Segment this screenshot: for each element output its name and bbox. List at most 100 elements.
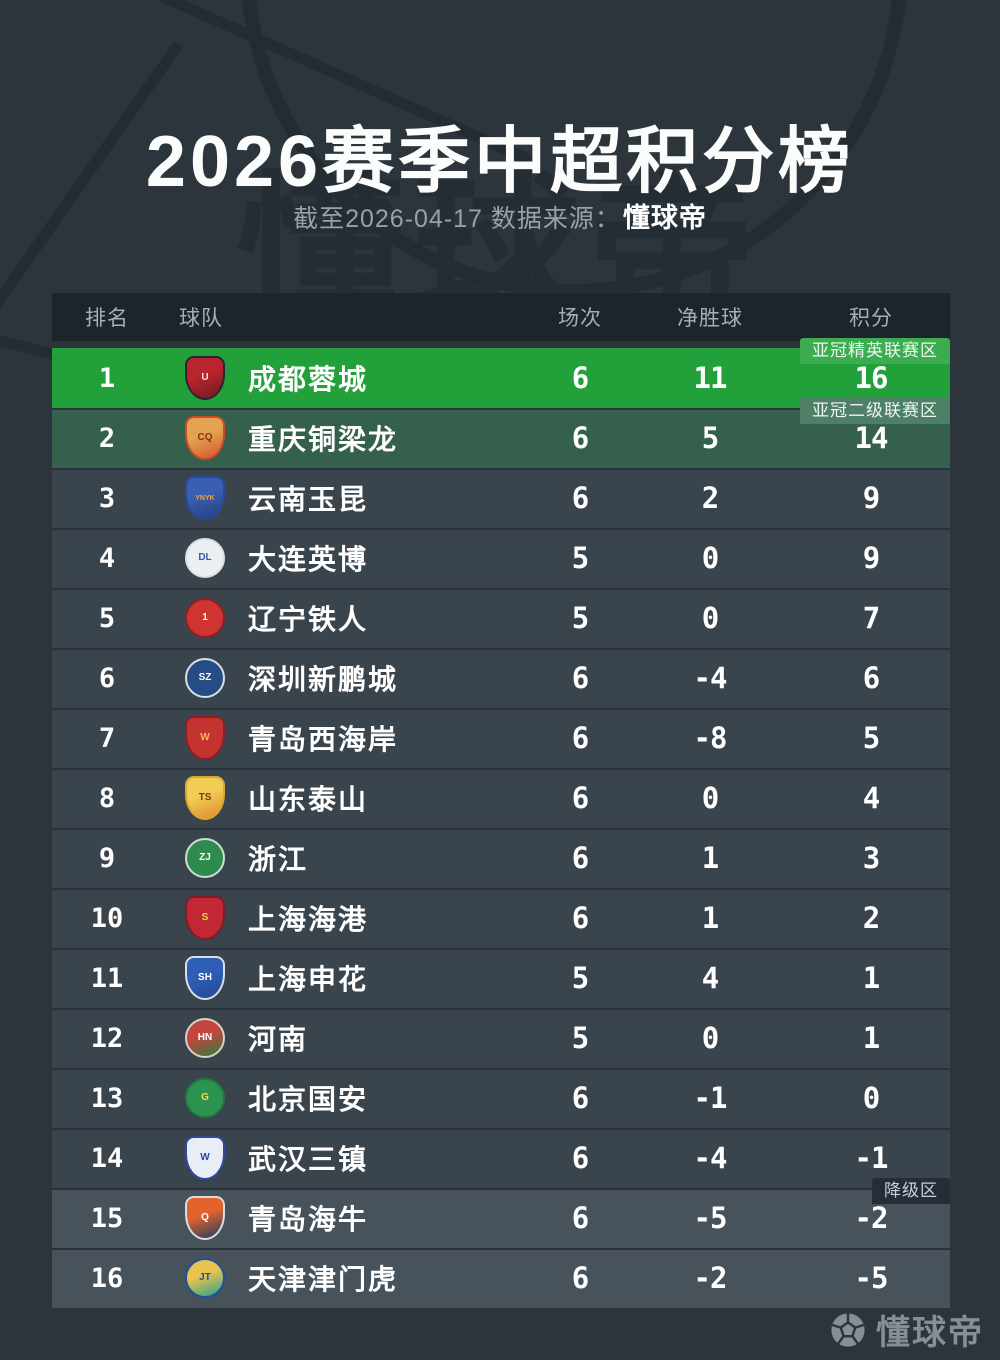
- team-logo-initials: ZJ: [199, 852, 211, 863]
- rank-value: 13: [90, 1082, 124, 1114]
- column-header-rank: 排名: [85, 307, 129, 330]
- team-name: 青岛西海岸: [248, 724, 399, 755]
- team-logo: Q: [185, 1196, 225, 1240]
- team-name: 深圳新鹏城: [248, 664, 399, 695]
- team-logo-initials: CQ: [197, 432, 213, 443]
- team-cell: 1 辽宁铁人: [162, 598, 532, 638]
- points-value: 14: [854, 421, 889, 455]
- team-name: 天津津门虎: [248, 1264, 399, 1295]
- rank-value: 15: [90, 1202, 124, 1234]
- points-value: 1: [862, 961, 880, 995]
- played-value: 6: [571, 661, 589, 695]
- team-cell: W 武汉三镇: [162, 1136, 532, 1180]
- team-logo-initials: SZ: [198, 672, 212, 683]
- team-cell: ZJ 浙江: [162, 838, 532, 878]
- team-logo-initials: W: [200, 732, 210, 743]
- team-cell: U 成都蓉城: [162, 356, 532, 400]
- standings-row: 10 S 上海海港 6 1 2: [52, 888, 950, 948]
- points-value: 1: [862, 1021, 880, 1055]
- rank-value: 8: [98, 782, 116, 814]
- team-logo-initials: Q: [201, 1212, 209, 1223]
- team-name: 武汉三镇: [248, 1144, 369, 1175]
- points-value: 0: [862, 1081, 880, 1115]
- team-cell: Q 青岛海牛: [162, 1196, 532, 1240]
- rank-value: 3: [98, 482, 116, 514]
- team-logo: W: [185, 716, 225, 760]
- team-name: 北京国安: [248, 1084, 369, 1115]
- played-value: 5: [571, 541, 589, 575]
- rank-value: 16: [90, 1262, 124, 1294]
- standings-row: 13 G 北京国安 6 -1 0: [52, 1068, 950, 1128]
- team-cell: DL 大连英博: [162, 538, 532, 578]
- team-cell: HN 河南: [162, 1018, 532, 1058]
- team-logo: DL: [185, 538, 225, 578]
- team-name: 云南玉昆: [248, 484, 369, 515]
- team-logo-initials: 1: [202, 612, 208, 623]
- team-logo-initials: HN: [197, 1032, 213, 1043]
- team-logo-initials: JT: [199, 1272, 211, 1283]
- standings-row: 4 DL 大连英博 5 0 9: [52, 528, 950, 588]
- goal-diff-value: 2: [701, 481, 719, 515]
- standings-row: 12 HN 河南 5 0 1: [52, 1008, 950, 1068]
- goal-diff-value: 1: [701, 901, 719, 935]
- standings-row: 3 YNYK 云南玉昆 6 2 9: [52, 468, 950, 528]
- team-logo: TS: [185, 776, 225, 820]
- column-header-team: 球队: [179, 307, 223, 330]
- column-header-points: 积分: [849, 307, 893, 330]
- rank-value: 2: [98, 422, 116, 454]
- dongqiudi-footer-logo: 懂球帝: [829, 1305, 984, 1354]
- goal-diff-value: -4: [693, 1141, 728, 1175]
- goal-diff-value: -1: [693, 1081, 728, 1115]
- rank-value: 5: [98, 602, 116, 634]
- team-name: 上海海港: [248, 904, 369, 935]
- team-logo: ZJ: [185, 838, 225, 878]
- team-name: 大连英博: [248, 544, 369, 575]
- team-logo: SZ: [185, 658, 225, 698]
- goal-diff-value: 0: [701, 1021, 719, 1055]
- team-logo-initials: S: [201, 912, 209, 923]
- played-value: 6: [571, 361, 589, 395]
- team-logo-initials: TS: [198, 792, 212, 803]
- team-name: 浙江: [248, 844, 309, 875]
- standings-row: 14 W 武汉三镇 6 -4 -1: [52, 1128, 950, 1188]
- rank-value: 11: [90, 962, 124, 994]
- table-header: 排名 球队 场次 净胜球 积分: [52, 293, 950, 341]
- team-cell: S 上海海港: [162, 896, 532, 940]
- goal-diff-value: -5: [693, 1201, 728, 1235]
- zone-badge: 亚冠精英联赛区: [800, 338, 950, 364]
- team-cell: G 北京国安: [162, 1078, 532, 1118]
- team-logo: CQ: [185, 416, 225, 460]
- subtitle-date-source: 截至2026-04-17 数据来源：: [293, 205, 621, 233]
- team-logo: 1: [185, 598, 225, 638]
- team-logo: W: [185, 1136, 225, 1180]
- played-value: 6: [571, 421, 589, 455]
- team-logo: U: [185, 356, 225, 400]
- standings-row: 6 SZ 深圳新鹏城 6 -4 6: [52, 648, 950, 708]
- goal-diff-value: 11: [693, 361, 728, 395]
- standings-row: 亚冠二级联赛区 2 CQ 重庆铜梁龙 6 5 14: [52, 398, 950, 468]
- team-cell: YNYK 云南玉昆: [162, 476, 532, 520]
- goal-diff-value: 0: [701, 541, 719, 575]
- played-value: 6: [571, 901, 589, 935]
- team-name: 山东泰山: [248, 784, 369, 815]
- team-cell: CQ 重庆铜梁龙: [162, 416, 532, 460]
- goal-diff-value: 1: [701, 841, 719, 875]
- team-logo: HN: [185, 1018, 225, 1058]
- goal-diff-value: -2: [693, 1261, 728, 1295]
- football-ball-icon: [831, 1312, 865, 1347]
- played-value: 5: [571, 961, 589, 995]
- played-value: 6: [571, 1201, 589, 1235]
- goal-diff-value: -8: [693, 721, 728, 755]
- team-name: 辽宁铁人: [248, 604, 369, 635]
- points-value: 16: [854, 361, 889, 395]
- page-title: 2026赛季中超积分榜: [145, 122, 855, 202]
- standings-row: 降级区 15 Q 青岛海牛 6 -5 -2: [52, 1178, 950, 1248]
- team-logo: YNYK: [185, 476, 225, 520]
- rank-value: 6: [98, 662, 116, 694]
- played-value: 6: [571, 1261, 589, 1295]
- standings-row: 8 TS 山东泰山 6 0 4: [52, 768, 950, 828]
- column-header-played: 场次: [558, 307, 602, 330]
- team-logo: SH: [185, 956, 225, 1000]
- standings-row: 9 ZJ 浙江 6 1 3: [52, 828, 950, 888]
- goal-diff-value: 5: [701, 421, 719, 455]
